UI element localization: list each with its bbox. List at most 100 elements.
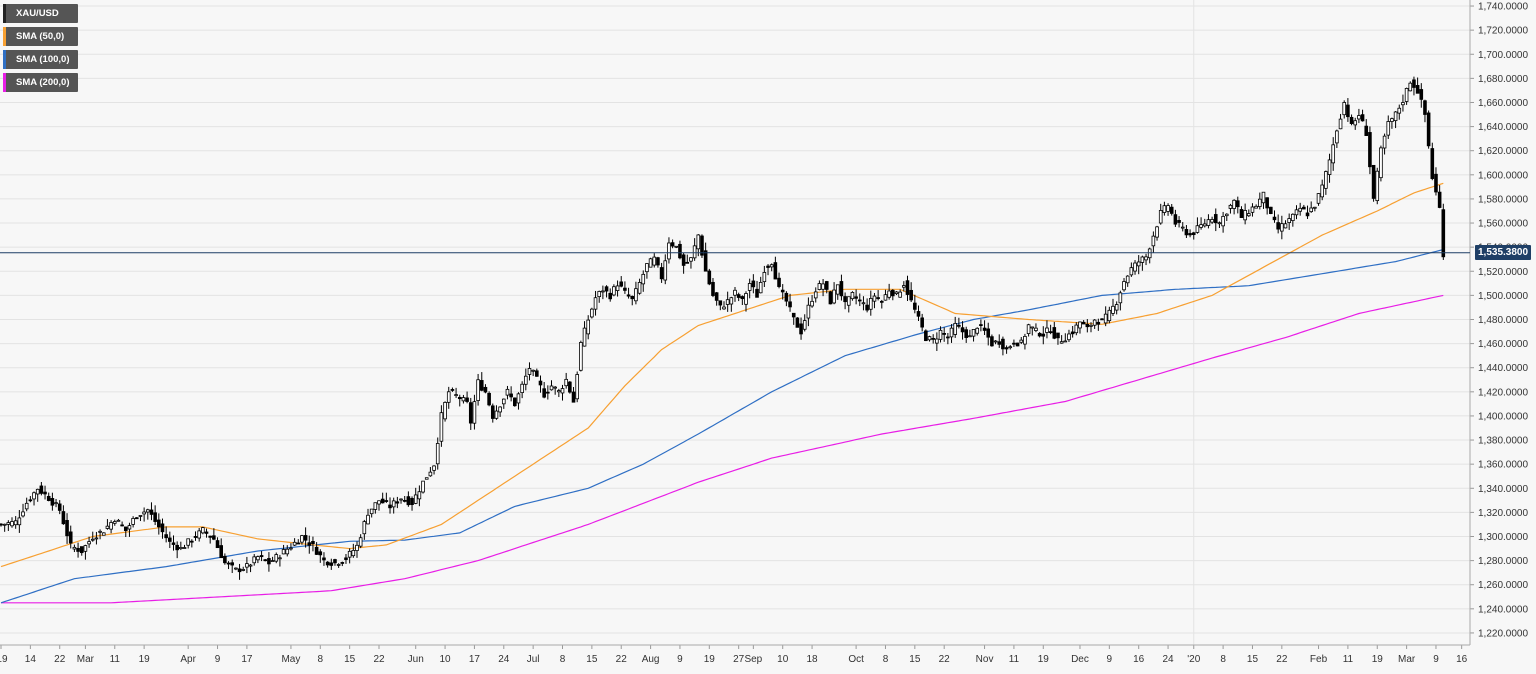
candlestick[interactable] bbox=[1166, 203, 1170, 216]
candlestick[interactable] bbox=[744, 291, 748, 312]
candlestick[interactable] bbox=[157, 513, 161, 535]
candlestick[interactable] bbox=[1125, 275, 1130, 287]
candlestick[interactable] bbox=[1357, 108, 1361, 124]
candlestick[interactable] bbox=[593, 290, 598, 316]
candlestick[interactable] bbox=[490, 403, 495, 423]
candlestick[interactable] bbox=[1136, 255, 1141, 275]
candlestick[interactable] bbox=[131, 516, 135, 528]
candlestick[interactable] bbox=[714, 291, 719, 306]
candlestick[interactable] bbox=[1103, 306, 1108, 327]
candlestick[interactable] bbox=[645, 263, 649, 279]
candlestick[interactable] bbox=[417, 485, 422, 507]
candlestick[interactable] bbox=[711, 278, 715, 298]
candlestick[interactable] bbox=[443, 401, 447, 422]
candlestick[interactable] bbox=[1015, 342, 1020, 347]
candlestick[interactable] bbox=[659, 262, 664, 283]
candlestick[interactable] bbox=[788, 293, 792, 312]
candlestick[interactable] bbox=[773, 256, 778, 280]
candlestick[interactable] bbox=[509, 386, 513, 402]
candlestick[interactable] bbox=[872, 292, 877, 309]
candlestick[interactable] bbox=[1092, 319, 1097, 329]
candlestick[interactable] bbox=[373, 502, 378, 514]
candlestick[interactable] bbox=[13, 516, 18, 529]
candlestick[interactable] bbox=[116, 518, 121, 522]
candlestick[interactable] bbox=[1368, 126, 1372, 175]
candlestick[interactable] bbox=[424, 477, 429, 480]
candlestick[interactable] bbox=[109, 520, 113, 534]
candlestick[interactable] bbox=[296, 539, 301, 545]
candlestick[interactable] bbox=[1078, 321, 1082, 334]
candlestick[interactable] bbox=[843, 292, 847, 310]
candlestick[interactable] bbox=[413, 487, 418, 505]
candlestick[interactable] bbox=[68, 525, 73, 549]
candlestick[interactable] bbox=[601, 285, 605, 300]
candlestick[interactable] bbox=[1089, 322, 1093, 333]
candlestick[interactable] bbox=[835, 284, 840, 300]
candlestick[interactable] bbox=[1118, 290, 1123, 311]
candlestick[interactable] bbox=[182, 544, 187, 549]
candlestick[interactable] bbox=[35, 488, 40, 502]
candlestick[interactable] bbox=[1023, 333, 1027, 350]
candlestick[interactable] bbox=[1030, 326, 1035, 336]
candlestick[interactable] bbox=[329, 558, 334, 570]
candlestick[interactable] bbox=[736, 292, 741, 302]
candlestick[interactable] bbox=[516, 392, 521, 410]
candlestick[interactable] bbox=[982, 320, 987, 336]
candlestick[interactable] bbox=[953, 316, 957, 338]
candlestick[interactable] bbox=[454, 387, 458, 398]
candlestick[interactable] bbox=[1037, 332, 1042, 338]
candlestick[interactable] bbox=[813, 287, 818, 303]
candlestick[interactable] bbox=[322, 552, 326, 566]
candlestick[interactable] bbox=[857, 293, 862, 307]
candlestick[interactable] bbox=[6, 520, 11, 531]
candlestick[interactable] bbox=[538, 375, 543, 393]
candlestick[interactable] bbox=[252, 554, 257, 566]
candlestick[interactable] bbox=[579, 340, 583, 372]
candlestick[interactable] bbox=[891, 289, 895, 301]
candlestick[interactable] bbox=[351, 543, 356, 558]
candlestick[interactable] bbox=[1393, 111, 1398, 129]
candlestick[interactable] bbox=[450, 387, 455, 392]
candlestick[interactable] bbox=[1001, 336, 1005, 356]
candlestick[interactable] bbox=[1324, 170, 1328, 195]
legend-item-xauusd[interactable]: XAU/USD bbox=[3, 4, 78, 23]
candlestick[interactable] bbox=[535, 368, 539, 377]
candlestick[interactable] bbox=[568, 381, 572, 394]
candlestick[interactable] bbox=[1019, 337, 1024, 345]
candlestick[interactable] bbox=[395, 496, 400, 509]
candlestick[interactable] bbox=[21, 503, 25, 518]
candlestick[interactable] bbox=[39, 481, 44, 496]
candlestick[interactable] bbox=[590, 307, 594, 319]
candlestick[interactable] bbox=[208, 535, 212, 544]
candlestick[interactable] bbox=[1371, 164, 1376, 202]
candlestick[interactable] bbox=[215, 537, 220, 549]
candlestick[interactable] bbox=[391, 497, 396, 514]
candlestick[interactable] bbox=[1276, 214, 1280, 234]
candlestick[interactable] bbox=[722, 301, 726, 310]
candlestick[interactable] bbox=[1272, 210, 1277, 223]
candlestick[interactable] bbox=[780, 284, 785, 300]
candlestick[interactable] bbox=[0, 523, 3, 527]
candlestick[interactable] bbox=[263, 558, 268, 562]
candlestick[interactable] bbox=[1302, 204, 1306, 210]
candlestick[interactable] bbox=[795, 317, 800, 328]
candlestick[interactable] bbox=[399, 498, 403, 504]
candlestick[interactable] bbox=[1129, 262, 1134, 277]
candlestick[interactable] bbox=[1224, 213, 1229, 222]
legend-item-sma200[interactable]: SMA (200,0) bbox=[3, 73, 78, 92]
candlestick[interactable] bbox=[1404, 87, 1409, 105]
candlestick[interactable] bbox=[87, 536, 91, 548]
candlestick[interactable] bbox=[916, 305, 921, 321]
candlestick[interactable] bbox=[1210, 216, 1214, 225]
candlestick[interactable] bbox=[278, 554, 282, 567]
candlestick[interactable] bbox=[1423, 99, 1427, 123]
candlestick[interactable] bbox=[968, 329, 972, 338]
candlestick[interactable] bbox=[979, 319, 983, 332]
candlestick[interactable] bbox=[153, 505, 157, 526]
candlestick[interactable] bbox=[230, 559, 235, 574]
candlestick[interactable] bbox=[531, 369, 535, 377]
candlestick[interactable] bbox=[505, 385, 510, 400]
candlestick[interactable] bbox=[1034, 323, 1038, 333]
candlestick[interactable] bbox=[553, 385, 557, 395]
